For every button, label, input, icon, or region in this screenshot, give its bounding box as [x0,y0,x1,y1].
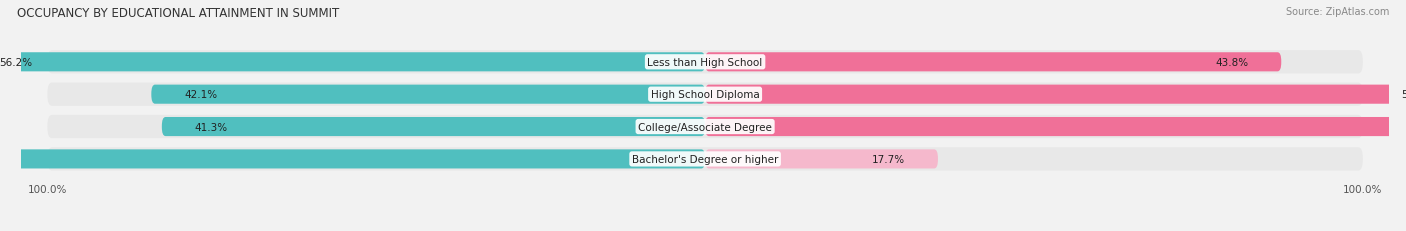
FancyBboxPatch shape [48,116,1362,139]
Text: 57.9%: 57.9% [1400,90,1406,100]
Text: Source: ZipAtlas.com: Source: ZipAtlas.com [1285,7,1389,17]
FancyBboxPatch shape [0,150,706,169]
Text: 41.3%: 41.3% [194,122,228,132]
FancyBboxPatch shape [162,118,706,137]
Text: College/Associate Degree: College/Associate Degree [638,122,772,132]
Text: 56.2%: 56.2% [0,58,32,67]
FancyBboxPatch shape [0,53,706,72]
Text: Less than High School: Less than High School [648,58,762,67]
Text: 42.1%: 42.1% [184,90,218,100]
Text: Bachelor's Degree or higher: Bachelor's Degree or higher [631,154,779,164]
FancyBboxPatch shape [48,51,1362,74]
FancyBboxPatch shape [706,118,1406,137]
FancyBboxPatch shape [48,83,1362,106]
FancyBboxPatch shape [706,150,938,169]
FancyBboxPatch shape [48,148,1362,171]
FancyBboxPatch shape [706,53,1281,72]
Text: OCCUPANCY BY EDUCATIONAL ATTAINMENT IN SUMMIT: OCCUPANCY BY EDUCATIONAL ATTAINMENT IN S… [17,7,339,20]
Text: High School Diploma: High School Diploma [651,90,759,100]
Text: 43.8%: 43.8% [1215,58,1249,67]
Text: 17.7%: 17.7% [872,154,905,164]
FancyBboxPatch shape [152,85,706,104]
FancyBboxPatch shape [706,85,1406,104]
Legend: Owner-occupied, Renter-occupied: Owner-occupied, Renter-occupied [595,229,815,231]
